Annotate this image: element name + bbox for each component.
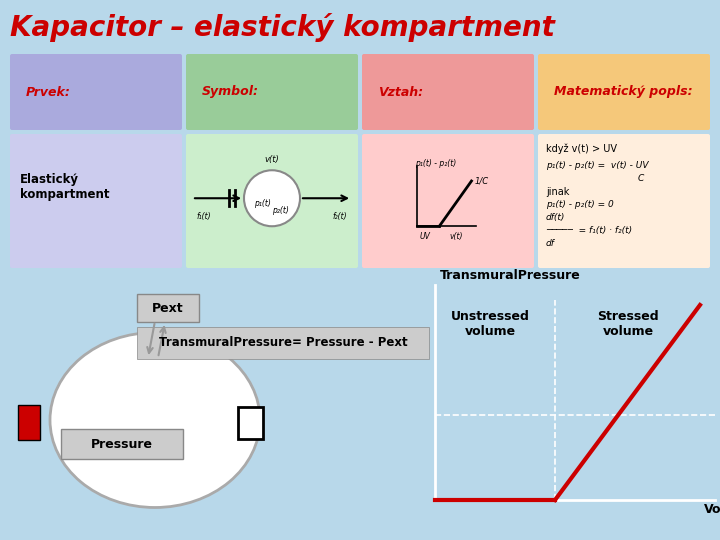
Text: f₂(t): f₂(t) — [333, 212, 347, 221]
Text: Kapacitor – elastický kompartment: Kapacitor – elastický kompartment — [10, 14, 555, 43]
Text: TransmuralPressure: TransmuralPressure — [440, 269, 581, 282]
Text: C: C — [546, 174, 644, 183]
FancyBboxPatch shape — [61, 429, 183, 459]
FancyBboxPatch shape — [538, 134, 710, 268]
Text: df(t): df(t) — [546, 213, 565, 222]
Text: p₂(t): p₂(t) — [271, 206, 289, 215]
FancyBboxPatch shape — [10, 134, 182, 268]
Text: p₁(t) - p₂(t): p₁(t) - p₂(t) — [415, 159, 456, 168]
Text: f₁(t): f₁(t) — [197, 212, 211, 221]
Ellipse shape — [50, 333, 260, 508]
Text: df: df — [546, 239, 555, 248]
Text: Stressed
volume: Stressed volume — [597, 310, 659, 338]
Text: když v(t) > UV: když v(t) > UV — [546, 144, 617, 154]
FancyBboxPatch shape — [362, 134, 534, 268]
Text: 1/C: 1/C — [474, 177, 489, 186]
Text: p₁(t) - p₂(t) =  v(t) - UV: p₁(t) - p₂(t) = v(t) - UV — [546, 161, 649, 170]
FancyBboxPatch shape — [186, 134, 358, 268]
Text: Volume: Volume — [704, 503, 720, 516]
Text: Elastický
kompartment: Elastický kompartment — [20, 173, 109, 201]
Text: Vztah:: Vztah: — [377, 85, 423, 98]
Text: Symbol:: Symbol: — [202, 85, 258, 98]
Text: UV: UV — [420, 232, 431, 241]
Bar — [0, 270, 720, 540]
Text: v(t): v(t) — [449, 232, 463, 241]
Text: Matematický popls:: Matematický popls: — [554, 85, 692, 98]
Text: Unstressed
volume: Unstressed volume — [451, 310, 529, 338]
FancyBboxPatch shape — [362, 54, 534, 130]
Text: p₁(t): p₁(t) — [253, 199, 271, 208]
FancyBboxPatch shape — [186, 54, 358, 130]
Text: p₁(t) - p₂(t) = 0: p₁(t) - p₂(t) = 0 — [546, 200, 613, 209]
Bar — [18, 405, 40, 440]
FancyBboxPatch shape — [538, 54, 710, 130]
Text: Prvek:: Prvek: — [26, 85, 71, 98]
Text: v(t): v(t) — [265, 155, 279, 164]
Text: jinak: jinak — [546, 187, 570, 197]
FancyBboxPatch shape — [137, 327, 429, 359]
Circle shape — [244, 170, 300, 226]
FancyBboxPatch shape — [137, 294, 199, 322]
Bar — [238, 407, 263, 439]
Text: Pext: Pext — [152, 301, 184, 314]
Text: TransmuralPressure= Pressure - Pext: TransmuralPressure= Pressure - Pext — [158, 336, 408, 349]
Text: ─────  = f₁(t) · f₂(t): ───── = f₁(t) · f₂(t) — [546, 226, 632, 235]
Text: Pressure: Pressure — [91, 437, 153, 450]
FancyBboxPatch shape — [10, 54, 182, 130]
